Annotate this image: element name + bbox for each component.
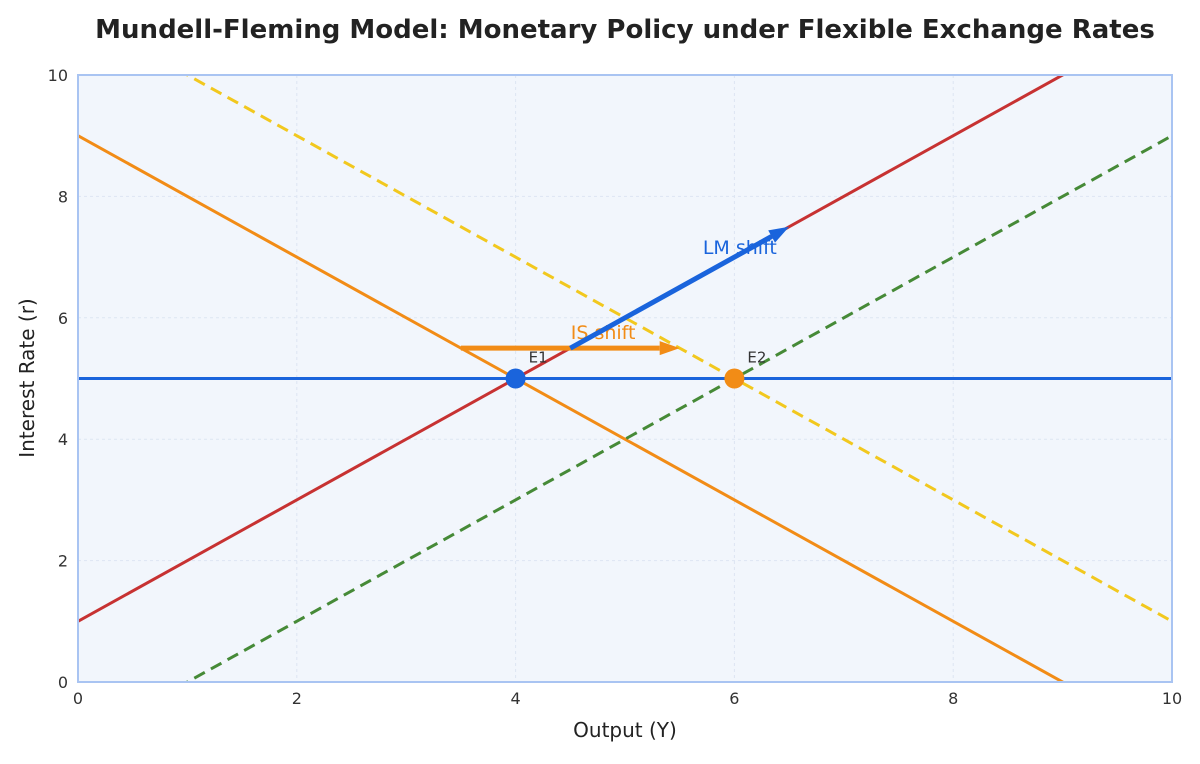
plot-frame (77, 74, 1173, 683)
x-axis-label: Output (Y) (573, 718, 677, 742)
y-tick-label: 0 (58, 673, 68, 692)
y-axis-label: Interest Rate (r) (15, 298, 39, 457)
y-tick-label: 4 (58, 430, 68, 449)
x-tick-label: 10 (1162, 689, 1182, 708)
chart-title: Mundell-Fleming Model: Monetary Policy u… (95, 15, 1155, 45)
tick-layer: 0 2 4 6 8 10 0 2 4 6 8 10 (48, 66, 1183, 708)
x-tick-label: 4 (511, 689, 521, 708)
shift-arrow-label: LM shift (703, 237, 777, 259)
shift-arrow-head (768, 226, 790, 243)
x-tick-label: 0 (73, 689, 83, 708)
x-tick-label: 8 (948, 689, 958, 708)
y-tick-label: 6 (58, 309, 68, 328)
point-layer: E1 E2 (505, 349, 766, 389)
equilibrium-label: E1 (529, 349, 548, 367)
equilibrium-label: E2 (747, 349, 766, 367)
x-tick-label: 2 (292, 689, 302, 708)
equilibrium-point (505, 368, 526, 389)
x-tick-label: 6 (729, 689, 739, 708)
y-tick-label: 8 (58, 187, 68, 206)
shift-arrow-head (659, 341, 680, 356)
y-tick-label: 10 (48, 66, 68, 85)
series-line (78, 134, 1066, 682)
shift-arrow-shaft (569, 234, 773, 351)
equilibrium-point (724, 368, 745, 389)
y-tick-label: 2 (58, 552, 68, 571)
